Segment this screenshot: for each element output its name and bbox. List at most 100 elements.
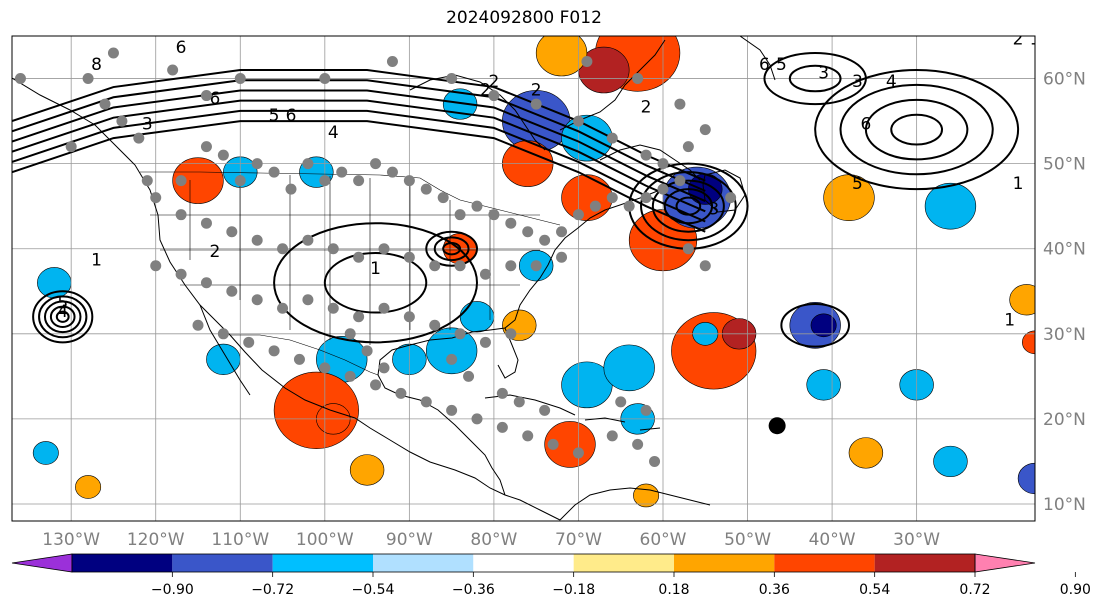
station-marker-60 bbox=[454, 328, 466, 340]
station-marker-41 bbox=[403, 251, 415, 263]
station-marker-83 bbox=[463, 370, 475, 382]
station-marker-22 bbox=[522, 226, 534, 238]
station-marker-115 bbox=[682, 141, 694, 153]
station-marker-100 bbox=[167, 64, 179, 76]
station-marker-25 bbox=[572, 209, 584, 221]
station-marker-47 bbox=[556, 251, 568, 263]
station-marker-94 bbox=[725, 192, 737, 204]
anomaly-fill-27 bbox=[810, 313, 837, 338]
station-marker-61 bbox=[479, 336, 491, 348]
station-marker-88 bbox=[632, 438, 644, 450]
contour-label-12: 2 bbox=[480, 81, 491, 101]
station-marker-1 bbox=[150, 192, 162, 204]
station-marker-105 bbox=[446, 73, 458, 85]
station-marker-18 bbox=[454, 209, 466, 221]
contour-label-0: 1 bbox=[91, 251, 102, 271]
height-contours bbox=[12, 52, 1020, 348]
contour-label-1: 2 bbox=[209, 242, 220, 262]
contour-ring-6-2 bbox=[763, 52, 867, 106]
colorbar-segment-2 bbox=[272, 554, 373, 572]
anomaly-fill-20 bbox=[459, 301, 495, 333]
station-marker-73 bbox=[446, 404, 458, 416]
station-marker-30 bbox=[657, 183, 669, 195]
station-marker-16 bbox=[420, 183, 432, 195]
station-marker-56 bbox=[353, 311, 365, 323]
contour-label-8: 6 bbox=[286, 106, 297, 126]
station-marker-109 bbox=[606, 132, 618, 144]
station-marker-52 bbox=[251, 294, 263, 306]
station-marker-4 bbox=[217, 149, 229, 161]
station-marker-63 bbox=[192, 319, 204, 331]
station-marker-12 bbox=[353, 175, 365, 187]
lon-tick-label: 40°W bbox=[809, 530, 856, 550]
station-marker-67 bbox=[293, 353, 305, 365]
station-marker-42 bbox=[429, 260, 441, 272]
contour-ring-0-4 bbox=[38, 295, 88, 339]
station-marker-48 bbox=[150, 260, 162, 272]
contour-label-27: 3 bbox=[708, 200, 719, 220]
station-marker-111 bbox=[581, 56, 593, 68]
station-marker-3 bbox=[200, 141, 212, 153]
anomaly-fill-2 bbox=[535, 36, 588, 77]
contour-ring-0-2 bbox=[49, 305, 76, 328]
station-marker-24 bbox=[556, 226, 568, 238]
contour-label-24: 2 bbox=[531, 81, 542, 101]
station-marker-85 bbox=[513, 396, 525, 408]
station-marker-84 bbox=[496, 387, 508, 399]
station-marker-79 bbox=[344, 328, 356, 340]
lon-tick-label: 70°W bbox=[555, 530, 602, 550]
station-marker-87 bbox=[606, 430, 618, 442]
anomaly-fill-28 bbox=[603, 344, 655, 392]
lat-tick-label: 30°N bbox=[1043, 325, 1086, 345]
station-marker-2 bbox=[175, 175, 187, 187]
contour-label-2: 3 bbox=[142, 115, 153, 135]
contour-label-20: 1 bbox=[1013, 174, 1024, 194]
station-marker-58 bbox=[403, 311, 415, 323]
colorbar-segment-4 bbox=[473, 554, 574, 572]
contour-ring-2-1 bbox=[442, 242, 462, 256]
station-marker-75 bbox=[496, 421, 508, 433]
colorbar-segment-3 bbox=[373, 554, 474, 572]
station-marker-65 bbox=[243, 336, 255, 348]
colorbar-tick-label: −0.72 bbox=[251, 582, 294, 598]
lon-tick-label: 100°W bbox=[296, 530, 354, 550]
lon-tick-label: 80°W bbox=[470, 530, 517, 550]
contour-ring-3-2 bbox=[663, 188, 714, 225]
station-marker-82 bbox=[446, 353, 458, 365]
lon-tick-label: 110°W bbox=[211, 530, 269, 550]
contour-ring-0-3 bbox=[43, 300, 82, 334]
station-marker-34 bbox=[226, 226, 238, 238]
colorbar-tick-label: 0.18 bbox=[658, 582, 689, 598]
station-marker-81 bbox=[378, 362, 390, 374]
station-marker-49 bbox=[175, 268, 187, 280]
contour-label-10: 6 bbox=[176, 38, 187, 58]
station-marker-92 bbox=[682, 243, 694, 255]
station-marker-15 bbox=[403, 175, 415, 187]
anomaly-fill-7 bbox=[561, 174, 613, 221]
colorbar-segment-7 bbox=[774, 554, 875, 572]
station-marker-33 bbox=[200, 217, 212, 229]
station-marker-35 bbox=[251, 234, 263, 246]
colorbar-tick-label: 0.36 bbox=[759, 582, 790, 598]
station-marker-5 bbox=[234, 175, 246, 187]
colorbar-tick-label: −0.54 bbox=[352, 582, 395, 598]
contour-ring-4-1 bbox=[780, 303, 851, 348]
station-marker-78 bbox=[572, 447, 584, 459]
contour-label-3: 4 bbox=[57, 302, 68, 322]
lat-tick-label: 40°N bbox=[1043, 240, 1086, 260]
colorbar: −0.90 −0.72 −0.54 −0.36 −0.18 0.18 0.36 0.54 0.7… bbox=[11, 553, 1091, 598]
station-marker-95 bbox=[82, 73, 94, 85]
contour-label-26: 1 bbox=[1004, 310, 1015, 330]
station-marker-64 bbox=[217, 328, 229, 340]
station-marker-106 bbox=[488, 90, 500, 102]
contour-label-17: 4 bbox=[886, 72, 897, 92]
anomaly-fill-42 bbox=[349, 454, 385, 486]
station-marker-31 bbox=[674, 175, 686, 187]
contour-ring-5-3 bbox=[839, 83, 994, 176]
station-marker-0 bbox=[141, 175, 153, 187]
station-marker-13 bbox=[370, 158, 382, 170]
colorbar-tick-label: −0.18 bbox=[552, 582, 595, 598]
station-marker-6 bbox=[251, 158, 263, 170]
station-marker-19 bbox=[471, 200, 483, 212]
